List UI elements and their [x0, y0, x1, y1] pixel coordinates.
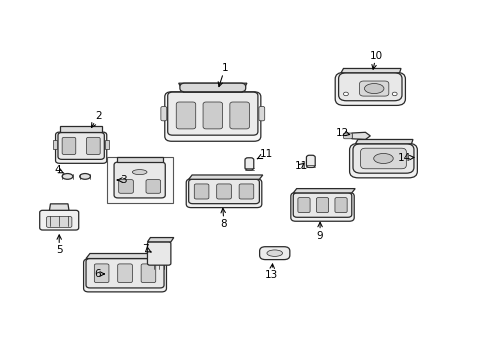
- Polygon shape: [147, 238, 173, 242]
- FancyBboxPatch shape: [119, 180, 133, 193]
- FancyBboxPatch shape: [216, 184, 231, 199]
- Ellipse shape: [391, 92, 396, 96]
- Polygon shape: [61, 126, 102, 132]
- FancyBboxPatch shape: [62, 137, 76, 154]
- Ellipse shape: [62, 174, 73, 179]
- Polygon shape: [188, 175, 262, 179]
- FancyBboxPatch shape: [141, 264, 156, 283]
- Text: 7: 7: [142, 244, 151, 254]
- Bar: [106, 157, 172, 203]
- FancyBboxPatch shape: [180, 83, 245, 92]
- FancyBboxPatch shape: [360, 148, 406, 169]
- FancyBboxPatch shape: [40, 210, 79, 230]
- Ellipse shape: [364, 84, 383, 94]
- Ellipse shape: [373, 153, 392, 163]
- FancyBboxPatch shape: [94, 264, 109, 283]
- FancyBboxPatch shape: [86, 258, 163, 288]
- FancyBboxPatch shape: [164, 92, 260, 141]
- Text: 14: 14: [397, 153, 413, 163]
- FancyBboxPatch shape: [352, 144, 413, 173]
- FancyBboxPatch shape: [297, 198, 309, 213]
- Text: 2: 2: [91, 111, 102, 127]
- FancyBboxPatch shape: [349, 143, 416, 178]
- Polygon shape: [116, 157, 163, 162]
- Ellipse shape: [266, 250, 282, 256]
- Text: 3: 3: [117, 175, 126, 185]
- FancyBboxPatch shape: [334, 198, 346, 213]
- FancyBboxPatch shape: [203, 102, 222, 129]
- FancyBboxPatch shape: [118, 264, 132, 283]
- Text: 13: 13: [264, 264, 278, 280]
- Polygon shape: [86, 253, 167, 258]
- FancyBboxPatch shape: [338, 73, 401, 101]
- FancyBboxPatch shape: [293, 193, 351, 217]
- Text: 1: 1: [218, 63, 228, 87]
- FancyBboxPatch shape: [56, 132, 106, 163]
- FancyBboxPatch shape: [83, 259, 166, 292]
- FancyBboxPatch shape: [188, 179, 259, 204]
- FancyBboxPatch shape: [259, 247, 289, 260]
- Polygon shape: [355, 139, 412, 144]
- FancyBboxPatch shape: [316, 198, 328, 213]
- FancyBboxPatch shape: [167, 92, 257, 135]
- FancyBboxPatch shape: [258, 107, 264, 121]
- Text: 8: 8: [220, 208, 227, 229]
- FancyBboxPatch shape: [229, 102, 249, 129]
- Text: 6: 6: [94, 269, 104, 279]
- FancyBboxPatch shape: [343, 133, 351, 139]
- Ellipse shape: [343, 92, 347, 96]
- FancyBboxPatch shape: [86, 137, 100, 154]
- Text: 4: 4: [55, 165, 64, 175]
- FancyBboxPatch shape: [239, 184, 253, 199]
- Text: 12: 12: [335, 128, 349, 138]
- Text: 11: 11: [257, 149, 272, 159]
- FancyBboxPatch shape: [306, 155, 315, 167]
- FancyBboxPatch shape: [114, 162, 165, 198]
- Text: 10: 10: [369, 50, 382, 69]
- Text: 11: 11: [294, 161, 307, 171]
- FancyBboxPatch shape: [334, 72, 405, 105]
- FancyBboxPatch shape: [176, 102, 195, 129]
- Ellipse shape: [80, 174, 90, 179]
- FancyBboxPatch shape: [244, 158, 253, 170]
- Polygon shape: [178, 83, 246, 92]
- Ellipse shape: [132, 170, 147, 175]
- FancyBboxPatch shape: [46, 216, 72, 228]
- FancyBboxPatch shape: [58, 132, 104, 159]
- Text: 5: 5: [56, 235, 62, 255]
- FancyBboxPatch shape: [290, 193, 353, 221]
- Bar: [53, 140, 57, 149]
- Polygon shape: [293, 189, 354, 193]
- FancyBboxPatch shape: [146, 180, 160, 193]
- FancyBboxPatch shape: [161, 107, 166, 121]
- FancyBboxPatch shape: [147, 242, 170, 265]
- FancyBboxPatch shape: [359, 81, 388, 96]
- Text: 9: 9: [316, 222, 323, 240]
- Polygon shape: [49, 204, 69, 210]
- FancyBboxPatch shape: [194, 184, 208, 199]
- Bar: [105, 140, 109, 149]
- FancyBboxPatch shape: [186, 179, 261, 208]
- Polygon shape: [340, 68, 400, 73]
- Polygon shape: [351, 132, 369, 139]
